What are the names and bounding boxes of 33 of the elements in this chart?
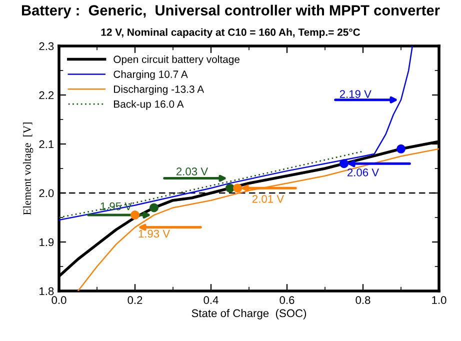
chart-subtitle: 12 V, Nominal capacity at C10 = 160 Ah, Temp.= 25°C bbox=[101, 28, 360, 38]
line-series bbox=[77, 148, 439, 291]
y-tick-label: 1.8 bbox=[40, 287, 54, 296]
annotation: 1.93 V bbox=[138, 230, 170, 238]
point bbox=[226, 184, 234, 193]
legend-label: Back-up 16.0 A bbox=[114, 100, 184, 110]
x-tick-label: 1.0 bbox=[432, 296, 446, 304]
annotation: 2.06 V bbox=[348, 168, 380, 176]
y-tick-label: 2.1 bbox=[39, 140, 54, 148]
chart-title: Battery : Generic, Universal controller with MPPT converter bbox=[22, 4, 440, 18]
x-axis-title: State of Charge (SOC) bbox=[192, 308, 306, 320]
point bbox=[396, 144, 406, 154]
x-tick-label: 0.0 bbox=[52, 296, 66, 304]
line-series bbox=[59, 46, 414, 221]
y-tick-label: 2.3 bbox=[39, 42, 54, 50]
annotation: 2.03 V bbox=[176, 168, 208, 176]
x-tick-label: 0.2 bbox=[128, 296, 142, 304]
legend-label: Discharging -13.3 A bbox=[114, 85, 204, 95]
point bbox=[340, 159, 348, 168]
point bbox=[130, 210, 140, 220]
x-tick-label: 0.8 bbox=[356, 296, 370, 304]
point bbox=[233, 184, 242, 193]
legend-label: Charging 10.7 A bbox=[114, 70, 188, 80]
x-tick-label: 0.4 bbox=[204, 296, 218, 304]
annotation: 2.01 V bbox=[252, 194, 284, 203]
y-tick-label: 1.9 bbox=[40, 238, 54, 246]
y-tick-label: 2.0 bbox=[39, 189, 54, 198]
annotation: 2.19 V bbox=[340, 90, 372, 98]
y-tick-label: 2.2 bbox=[39, 91, 54, 100]
y-axis-title: Element voltage [V] bbox=[23, 122, 34, 215]
legend-label: Open circuit battery voltage bbox=[114, 55, 240, 66]
point bbox=[150, 203, 158, 212]
x-tick-label: 0.6 bbox=[280, 296, 294, 304]
